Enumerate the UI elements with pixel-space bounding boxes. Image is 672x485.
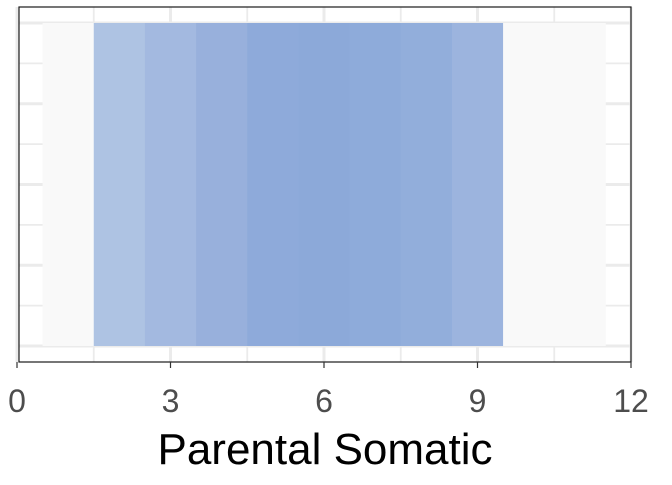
heatmap-tile [298, 23, 350, 346]
heatmap-tiles [42, 23, 606, 346]
x-axis-tick-label: 9 [469, 383, 487, 419]
x-axis-tick-labels: 0 3 6 9 12 [8, 383, 649, 419]
heatmap-tile [144, 23, 197, 346]
x-axis-tick-label: 12 [613, 383, 649, 419]
heatmap-tile [349, 23, 402, 346]
x-axis-tick-label: 6 [315, 383, 333, 419]
x-axis-tick-label: 0 [8, 383, 26, 419]
heatmap-tile [93, 23, 146, 346]
heatmap-tile [196, 23, 248, 346]
x-axis-title: Parental Somatic [157, 425, 492, 474]
heatmap-tile [554, 23, 606, 346]
x-axis-tick-label: 3 [162, 383, 180, 419]
heatmap-tile [247, 23, 299, 346]
heatmap-tile [503, 23, 555, 346]
heatmap-tile [42, 23, 95, 346]
heatmap-tile [400, 23, 453, 346]
heatmap-tile [451, 23, 504, 346]
plot-panel-border [18, 6, 632, 363]
x-axis-ticks [16, 362, 632, 368]
